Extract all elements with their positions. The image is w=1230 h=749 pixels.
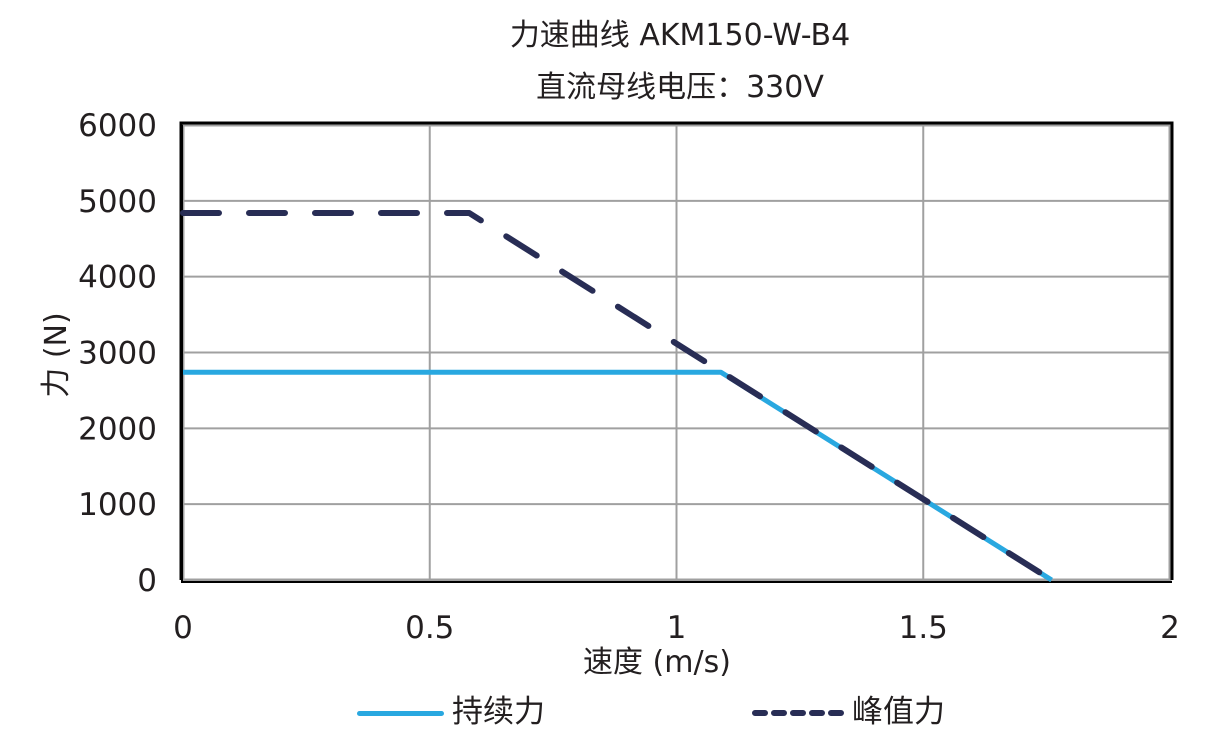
x-axis-label: 速度 (m/s)	[583, 645, 731, 680]
series-peak-force	[180, 210, 1055, 583]
legend-label-continuous: 持续力	[452, 694, 545, 730]
x-tick-label: 2	[1160, 610, 1180, 646]
y-tick-label: 1000	[78, 487, 157, 523]
x-tick-label: 0.5	[405, 610, 454, 646]
chart-subtitle: 直流母线电压：330V	[536, 70, 824, 105]
y-tick-label: 3000	[78, 336, 157, 372]
y-axis-label: 力 (N)	[39, 312, 74, 398]
x-tick-label: 0	[173, 610, 193, 646]
legend-swatch-peak	[752, 710, 847, 716]
y-tick-label: 6000	[78, 108, 157, 144]
y-tick-label: 2000	[78, 411, 157, 447]
x-tick-label: 1.5	[899, 610, 948, 646]
chart-title: 力速曲线 AKM150-W-B4	[509, 18, 851, 53]
y-tick-label: 4000	[78, 260, 157, 296]
legend-label-peak: 峰值力	[852, 694, 945, 730]
x-tick-label: 1	[667, 610, 687, 646]
y-tick-label: 0	[137, 563, 157, 599]
y-tick-label: 5000	[78, 184, 157, 220]
series-continuous-force	[183, 369, 1053, 583]
legend-swatch-continuous	[357, 711, 444, 716]
